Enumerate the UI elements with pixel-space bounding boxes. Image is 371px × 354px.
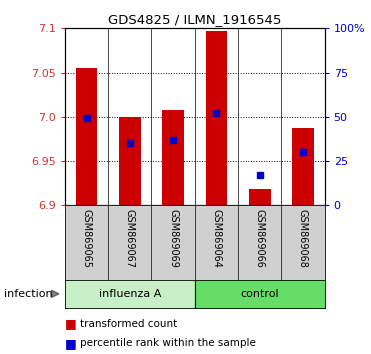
Text: control: control [240, 289, 279, 299]
Text: GSM869065: GSM869065 [82, 209, 92, 268]
Text: GSM869068: GSM869068 [298, 209, 308, 268]
Text: influenza A: influenza A [99, 289, 161, 299]
Text: ■: ■ [65, 318, 77, 330]
Bar [292, 129, 314, 205]
Text: percentile rank within the sample: percentile rank within the sample [80, 338, 256, 348]
Text: GSM869069: GSM869069 [168, 209, 178, 268]
Bar [249, 189, 270, 205]
Bar [206, 31, 227, 205]
Title: GDS4825 / ILMN_1916545: GDS4825 / ILMN_1916545 [108, 13, 282, 26]
Bar [162, 110, 184, 205]
Text: ■: ■ [65, 337, 77, 350]
Text: transformed count: transformed count [80, 319, 177, 329]
Text: GSM869067: GSM869067 [125, 209, 135, 268]
Bar [76, 68, 97, 205]
Bar [119, 117, 141, 205]
Text: GSM869064: GSM869064 [211, 209, 221, 268]
Text: GSM869066: GSM869066 [255, 209, 265, 268]
Text: infection: infection [4, 289, 52, 299]
